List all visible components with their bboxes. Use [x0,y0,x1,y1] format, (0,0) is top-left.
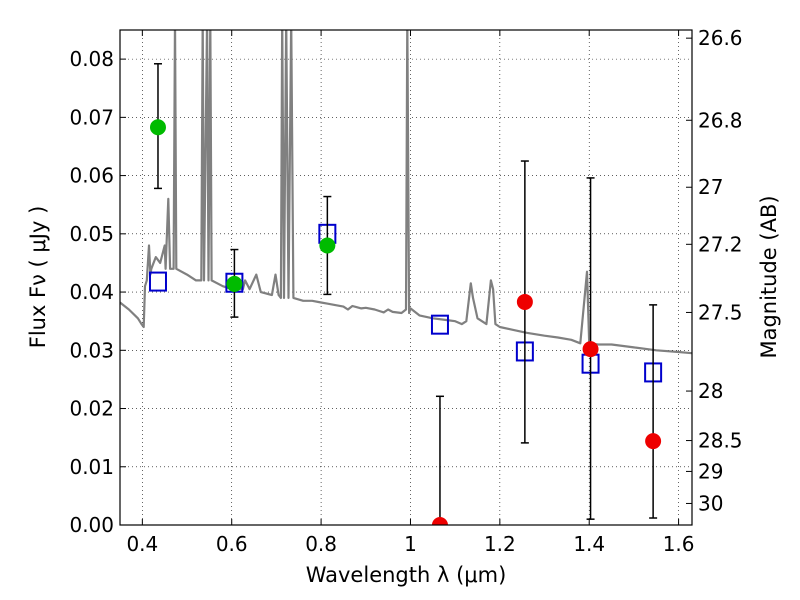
magnitude-tick-label: 27.2 [698,232,743,256]
x-tick-label: 1.2 [484,532,516,556]
plot-area [120,30,692,525]
observed-point-red [582,341,599,358]
observed-point-red [645,433,662,450]
magnitude-tick-label: 29 [698,459,723,483]
magnitude-tick-label: 30 [698,491,723,515]
observed-point-green [226,275,243,292]
observed-point-green [319,237,336,254]
y-tick-label: 0.02 [69,397,114,421]
y-axis-label-right: Magnitude (AB) [757,195,781,358]
x-tick-label: 1 [404,532,417,556]
axes: 0.4 0.6 0.8 1 1.2 1.4 1.6 0.00 0.01 0.02 0.03 0.04 0… [69,26,742,556]
observed-point-red [431,517,448,525]
observed-point-red [516,293,533,310]
x-tick-label: 1.6 [663,532,695,556]
magnitude-tick-label: 27 [698,175,723,199]
x-tick-label: 0.4 [126,532,158,556]
y-tick-label: 0.04 [69,280,114,304]
y-tick-label: 0.00 [69,513,114,537]
magnitude-tick-label: 26.8 [698,108,743,132]
y-tick-label: 0.05 [69,222,114,246]
y-tick-label: 0.06 [69,164,114,188]
magnitude-tick-label: 26.6 [698,26,743,50]
magnitude-tick-label: 27.5 [698,300,743,324]
observed-point-green [149,119,166,136]
model-spectrum-line [120,30,692,355]
x-tick-label: 0.8 [305,532,337,556]
plot-frame [119,29,693,526]
model-photometry-square [430,314,449,335]
y-axis-label-left: Flux Fν ( μJy ) [26,206,50,349]
y-tick-label: 0.03 [69,338,114,362]
magnitude-tick-label: 28.5 [698,429,743,453]
magnitude-tick-label: 28 [698,379,723,403]
y-tick-label: 0.08 [69,47,114,71]
y-tick-label: 0.01 [69,455,114,479]
model-photometry-square [148,271,167,292]
x-tick-label: 1.4 [573,532,605,556]
x-tick-label: 0.6 [216,532,248,556]
x-axis-label: Wavelength λ (μm) [306,563,507,587]
y-tick-label: 0.07 [69,105,114,129]
